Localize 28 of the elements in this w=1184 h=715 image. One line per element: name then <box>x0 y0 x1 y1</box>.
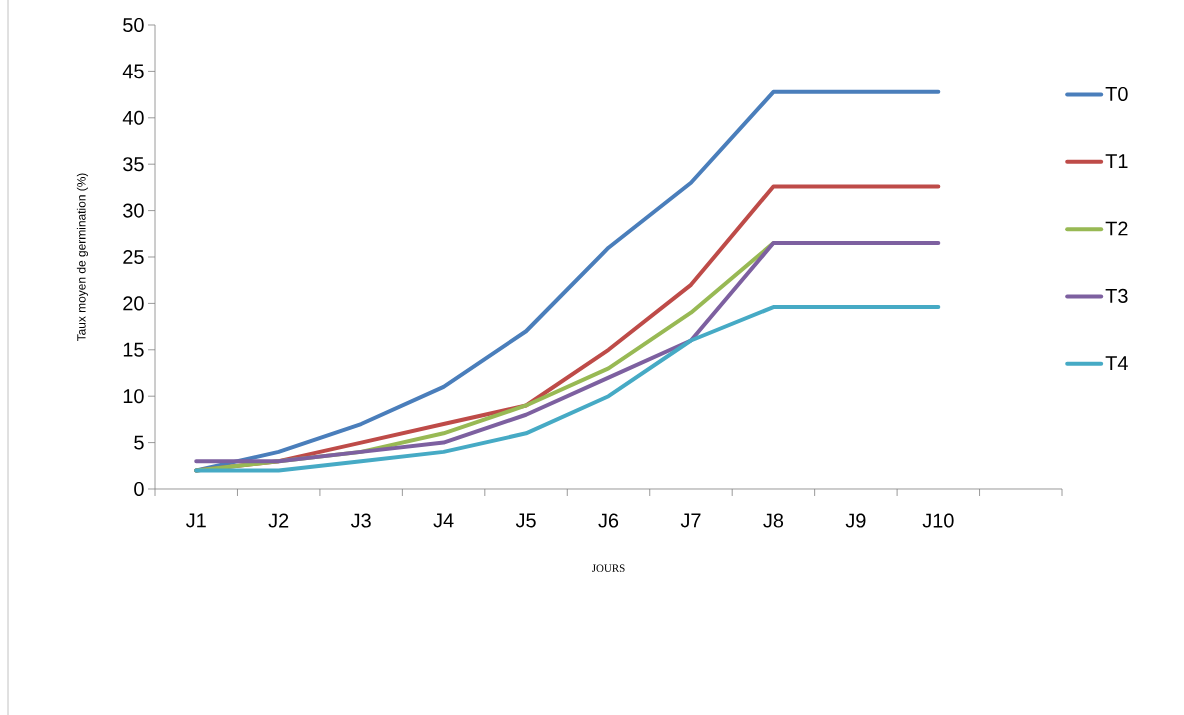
y-tick-label: 45 <box>122 64 144 79</box>
x-tick-label: J6 <box>598 513 619 528</box>
x-tick-label: J1 <box>186 513 206 528</box>
legend-label: T3 <box>1105 288 1128 303</box>
x-tick-label: J10 <box>922 513 954 528</box>
legend-label: T4 <box>1105 356 1128 370</box>
y-tick-label: 15 <box>123 342 144 357</box>
y-axis-title: Taux moyen de germination (%) <box>76 173 89 342</box>
x-tick-label: J2 <box>268 513 289 528</box>
y-tick-label: 0 <box>134 481 144 497</box>
x-tick-label: J4 <box>433 513 454 528</box>
y-tick-label: 40 <box>122 110 144 125</box>
y-tick-label: 20 <box>123 296 144 311</box>
x-tick-label: J8 <box>763 513 784 528</box>
x-tick-label: J7 <box>680 513 701 528</box>
legend-label: T2 <box>1105 221 1128 236</box>
y-tick-label: 5 <box>134 435 144 450</box>
legend-label: T0 <box>1105 86 1128 101</box>
x-tick-label: J9 <box>845 513 866 528</box>
x-tick-label: J3 <box>350 513 371 528</box>
legend-label: T1 <box>1105 154 1128 168</box>
y-tick-label: 10 <box>123 389 144 404</box>
x-axis-title: JOURS <box>591 564 625 572</box>
y-tick-label: 30 <box>123 203 144 218</box>
x-tick-label: J5 <box>515 513 536 528</box>
y-tick-label: 50 <box>123 17 144 33</box>
y-tick-label: 25 <box>123 249 144 265</box>
y-tick-label: 35 <box>123 157 144 172</box>
